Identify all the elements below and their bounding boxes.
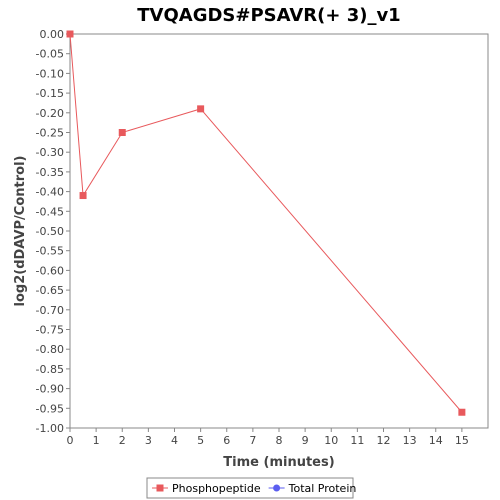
y-tick-label: -0.25 [36, 127, 64, 140]
x-tick-label: 11 [350, 434, 364, 447]
data-point [66, 30, 74, 38]
plot-area [69, 33, 489, 429]
y-tick-label: -0.50 [36, 225, 64, 238]
y-tick-label: 0.00 [40, 28, 65, 41]
x-tick-label: 7 [249, 434, 256, 447]
legend-circle-icon [273, 484, 281, 492]
y-tick-label: -0.05 [36, 48, 64, 61]
x-tick-label: 5 [197, 434, 204, 447]
y-tick-label: -0.45 [36, 205, 64, 218]
y-tick-label: -0.80 [36, 343, 64, 356]
x-tick-label: 9 [302, 434, 309, 447]
x-axis: 0 1 2 3 4 5 6 7 8 9 10 11 12 13 14 15 [67, 428, 469, 447]
legend-label: Phosphopeptide [172, 482, 261, 495]
x-axis-label: Time (minutes) [223, 455, 334, 470]
y-axis: 0.00 -0.05 -0.10 -0.15 -0.20 -0.25 -0.30 -0.35 -… [36, 28, 70, 435]
x-tick-label: 12 [377, 434, 391, 447]
x-tick-label: 8 [276, 434, 283, 447]
y-tick-label: -0.70 [36, 304, 64, 317]
plot-frame [69, 33, 489, 429]
y-tick-label: -0.55 [36, 245, 64, 258]
legend-box [146, 477, 354, 499]
legend: Phosphopeptide Total Protein [146, 477, 357, 499]
x-tick-label: 14 [429, 434, 443, 447]
chart-title: TVQAGDS#PSAVR(+ 3)_v1 [137, 5, 400, 26]
series-layer [66, 30, 466, 416]
data-point [458, 408, 466, 416]
data-point [79, 192, 87, 200]
y-tick-label: -0.40 [36, 186, 64, 199]
y-axis-label: log2(dDAVP/Control) [13, 156, 28, 307]
y-tick-label: -0.60 [36, 264, 64, 277]
legend-label: Total Protein [288, 482, 357, 495]
y-tick-label: -0.75 [36, 324, 64, 337]
x-tick-label: 13 [403, 434, 417, 447]
x-tick-label: 6 [223, 434, 230, 447]
y-tick-label: -0.95 [36, 402, 64, 415]
x-tick-label: 2 [119, 434, 126, 447]
data-point [118, 129, 126, 136]
y-tick-label: -0.10 [36, 67, 64, 80]
x-tick-label: 1 [93, 434, 100, 447]
y-tick-label: -0.90 [36, 383, 64, 396]
y-tick-label: -0.85 [36, 363, 64, 376]
y-tick-label: -0.30 [36, 146, 64, 159]
y-tick-label: -0.35 [36, 166, 64, 179]
x-tick-label: 3 [145, 434, 152, 447]
x-tick-label: 10 [324, 434, 338, 447]
x-tick-label: 15 [455, 434, 469, 447]
y-tick-label: -0.15 [36, 87, 64, 100]
x-tick-label: 0 [67, 434, 74, 447]
legend-square-icon [156, 484, 164, 492]
data-point [197, 105, 205, 113]
y-tick-label: -1.00 [36, 422, 64, 435]
x-tick-label: 4 [171, 434, 178, 447]
y-tick-label: -0.65 [36, 284, 64, 297]
y-tick-label: -0.20 [36, 107, 64, 120]
